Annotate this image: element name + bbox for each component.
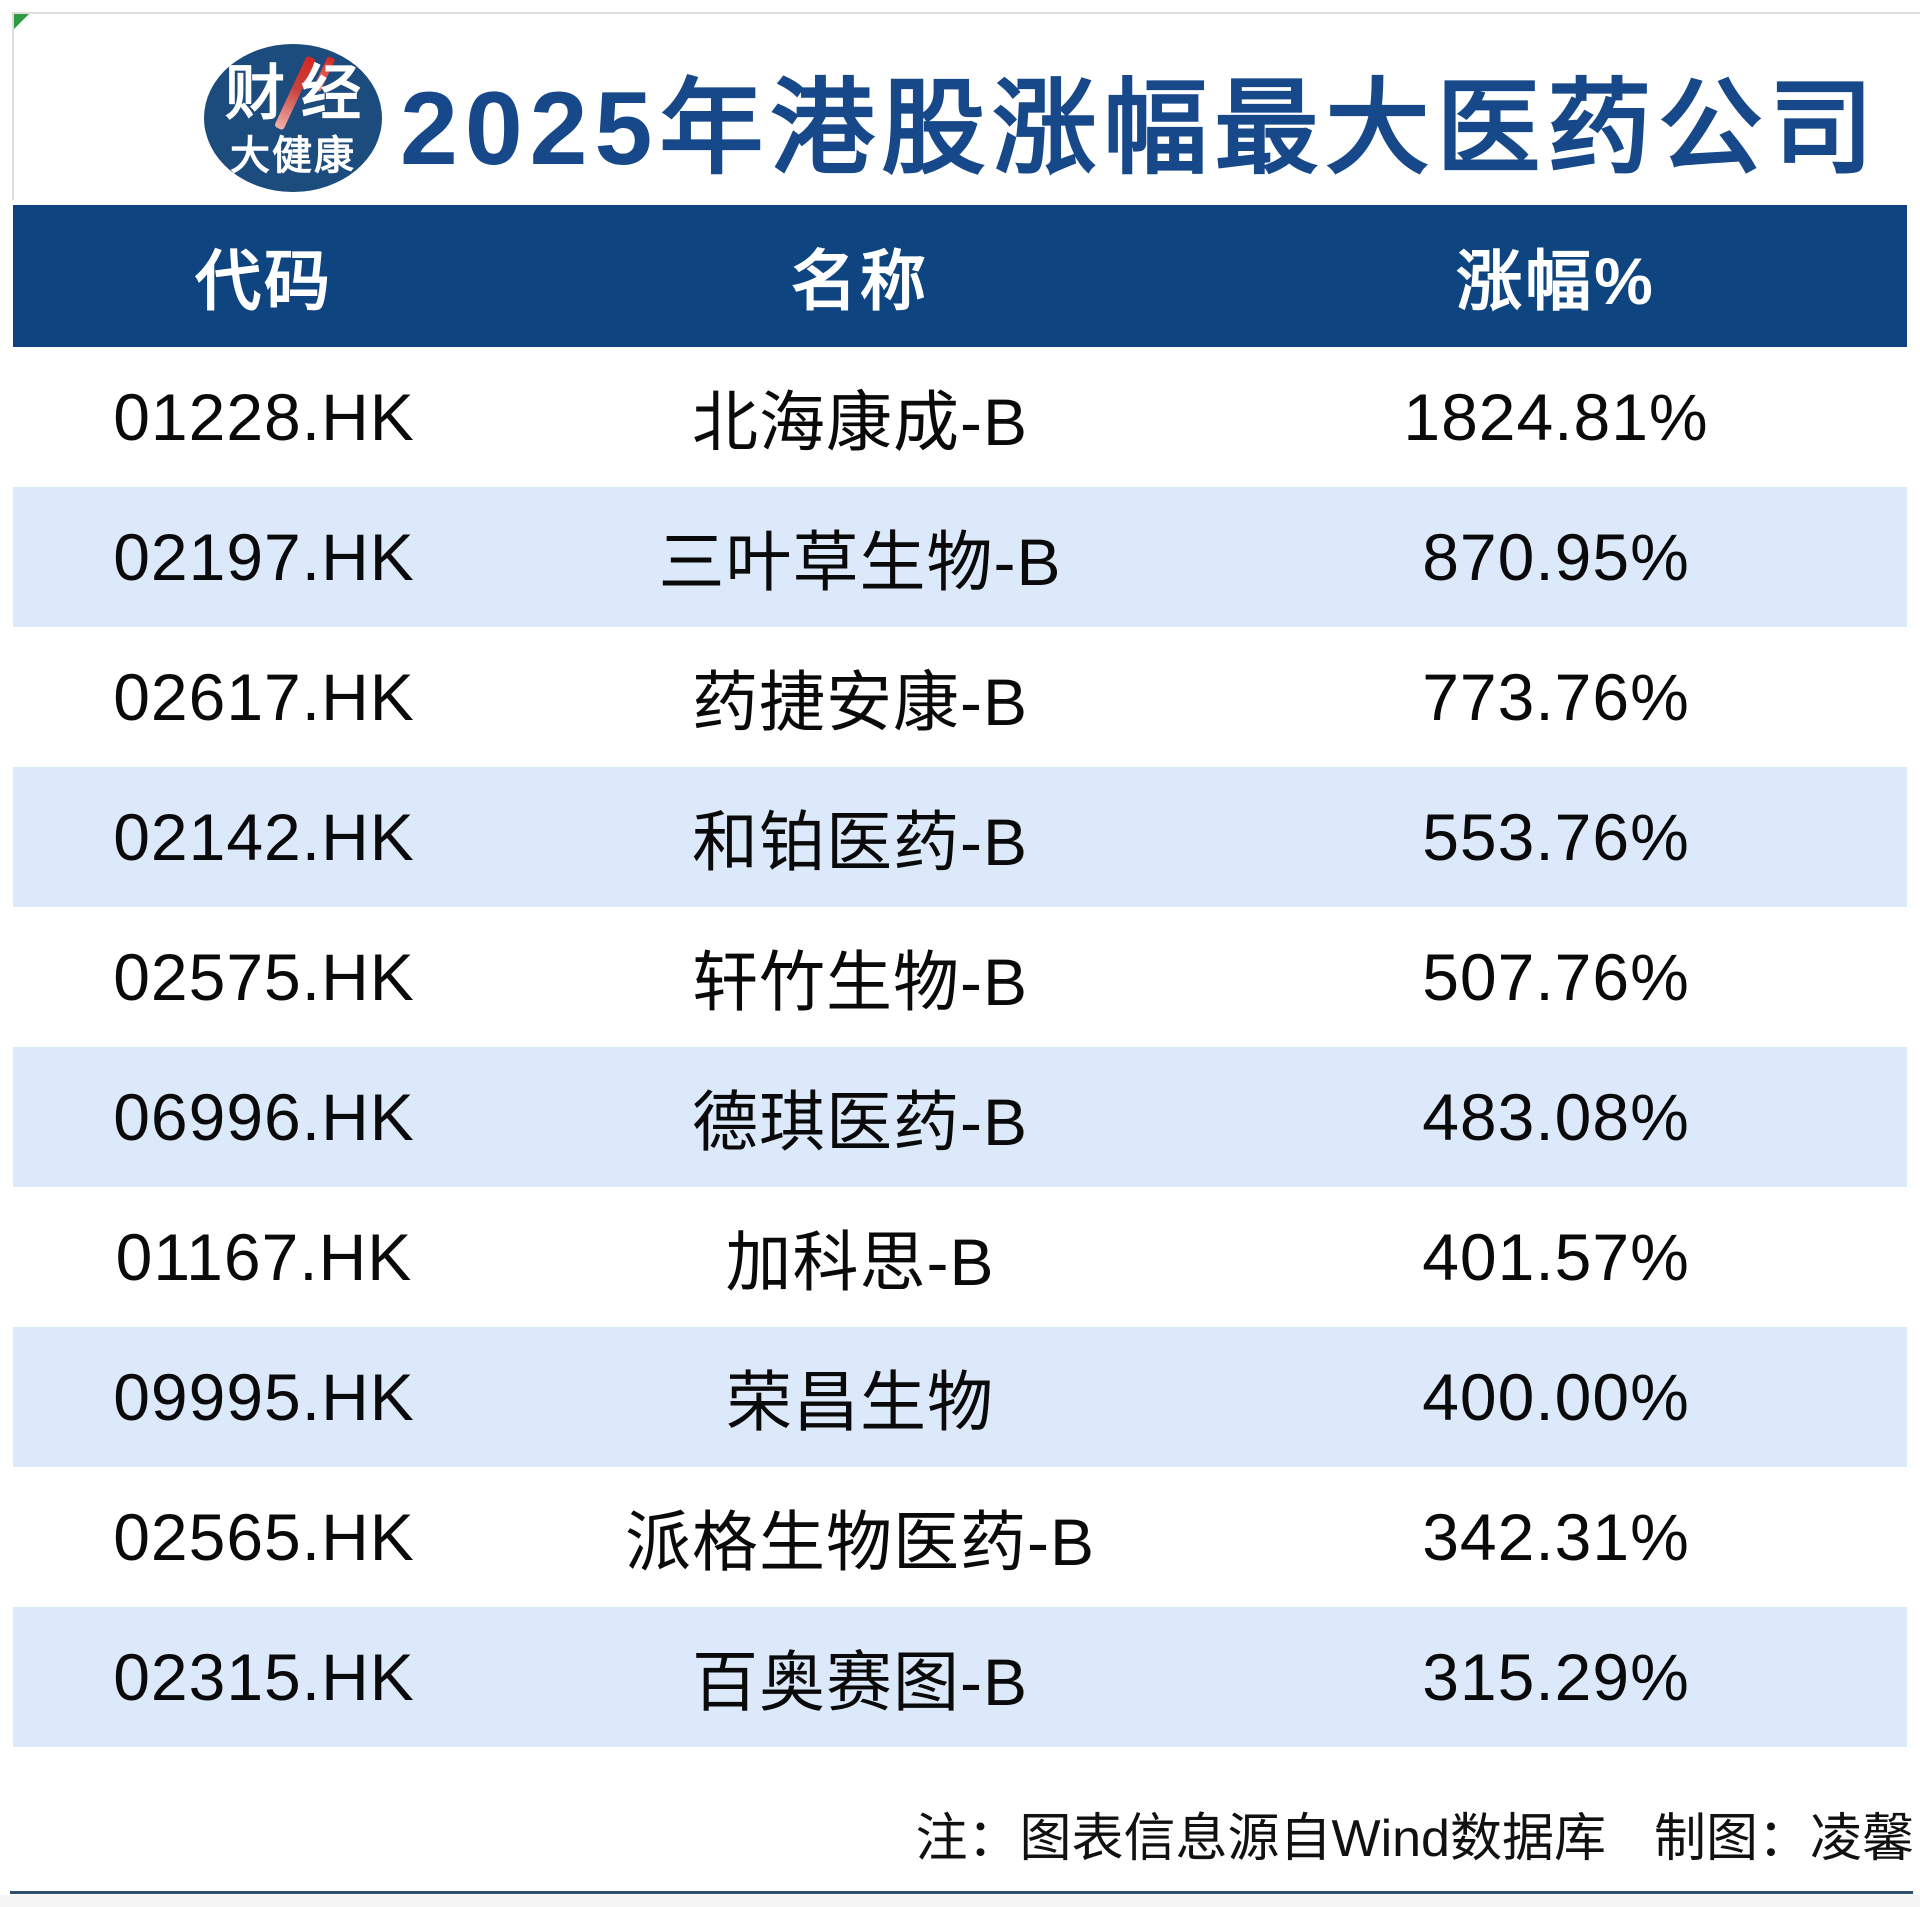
stocks-table: 代码 名称 涨幅% 01228.HK 北海康成-B 1824.81% 02197… <box>13 205 1907 1747</box>
cell-corner-flag-icon <box>14 14 29 29</box>
table-row: 02617.HK 药捷安康-B 773.76% <box>13 627 1907 767</box>
stock-name-cell: 百奥赛图-B <box>692 1645 1028 1719</box>
table-body: 01228.HK 北海康成-B 1824.81% 02197.HK 三叶草生物-… <box>13 347 1907 1747</box>
stock-change-cell: 507.76% <box>1422 940 1690 1014</box>
stock-change-cell: 483.08% <box>1422 1080 1690 1154</box>
table-header-row: 代码 名称 涨幅% <box>13 205 1907 347</box>
column-header-name: 名称 <box>791 244 929 318</box>
stock-code-cell: 02575.HK <box>113 940 415 1014</box>
stock-code-cell: 02315.HK <box>113 1640 415 1714</box>
footer-note: 注：图表信息源自Wind数据库 制图：凌馨 <box>916 1796 1915 1871</box>
table-row: 09995.HK 荣昌生物 400.00% <box>13 1327 1907 1467</box>
bottom-margin-strip <box>0 1895 1920 1907</box>
table-row: 02315.HK 百奥赛图-B 315.29% <box>13 1607 1907 1747</box>
stock-name-cell: 药捷安康-B <box>692 665 1028 739</box>
stock-code-cell: 01167.HK <box>115 1220 413 1294</box>
stock-code-cell: 02197.HK <box>113 520 415 594</box>
table-row: 02575.HK 轩竹生物-B 507.76% <box>13 907 1907 1047</box>
stock-name-cell: 荣昌生物 <box>726 1365 994 1439</box>
stock-name-cell: 加科思-B <box>725 1225 995 1299</box>
stock-change-cell: 1824.81% <box>1403 380 1709 454</box>
credit-note: 制图：凌馨 <box>1653 1810 1914 1868</box>
table-row: 02142.HK 和铂医药-B 553.76% <box>13 767 1907 907</box>
table-row: 02565.HK 派格生物医药-B 342.31% <box>13 1467 1907 1607</box>
stock-change-cell: 315.29% <box>1422 1640 1690 1714</box>
stock-change-cell: 401.57% <box>1422 1220 1690 1294</box>
page-title: 2025年港股涨幅最大医药公司 <box>400 70 1881 187</box>
table-row: 01228.HK 北海康成-B 1824.81% <box>13 347 1907 487</box>
source-note: 注：图表信息源自Wind数据库 <box>915 1810 1606 1868</box>
stock-change-cell: 553.76% <box>1422 800 1690 874</box>
logo-text-dajiankang: 大健康 <box>230 134 356 178</box>
stock-change-cell: 400.00% <box>1422 1360 1690 1434</box>
stock-change-cell: 342.31% <box>1422 1500 1690 1574</box>
stock-code-cell: 01228.HK <box>113 380 415 454</box>
stock-name-cell: 三叶草生物-B <box>658 525 1062 599</box>
table-row: 06996.HK 德琪医药-B 483.08% <box>13 1047 1907 1187</box>
column-header-code: 代码 <box>195 244 333 318</box>
stock-name-cell: 派格生物医药-B <box>625 1505 1095 1579</box>
stock-change-cell: 870.95% <box>1422 520 1690 594</box>
table-row: 01167.HK 加科思-B 401.57% <box>13 1187 1907 1327</box>
table-row: 02197.HK 三叶草生物-B 870.95% <box>13 487 1907 627</box>
stock-code-cell: 02617.HK <box>113 660 415 734</box>
spreadsheet-left-border <box>12 12 14 200</box>
stock-code-cell: 02565.HK <box>113 1500 415 1574</box>
logo-text-caijing: 财经 <box>225 60 377 127</box>
bottom-divider-line <box>10 1891 1913 1894</box>
stock-change-cell: 773.76% <box>1422 660 1690 734</box>
stock-name-cell: 北海康成-B <box>692 385 1028 459</box>
column-header-change: 涨幅% <box>1456 244 1656 318</box>
stock-name-cell: 轩竹生物-B <box>692 945 1028 1019</box>
stock-code-cell: 09995.HK <box>113 1360 415 1434</box>
stock-name-cell: 德琪医药-B <box>692 1085 1028 1159</box>
stock-code-cell: 06996.HK <box>113 1080 415 1154</box>
stock-name-cell: 和铂医药-B <box>692 805 1028 879</box>
caijing-health-logo: 财经 大健康 <box>204 44 382 192</box>
spreadsheet-top-border <box>12 12 1920 14</box>
stock-code-cell: 02142.HK <box>113 800 415 874</box>
